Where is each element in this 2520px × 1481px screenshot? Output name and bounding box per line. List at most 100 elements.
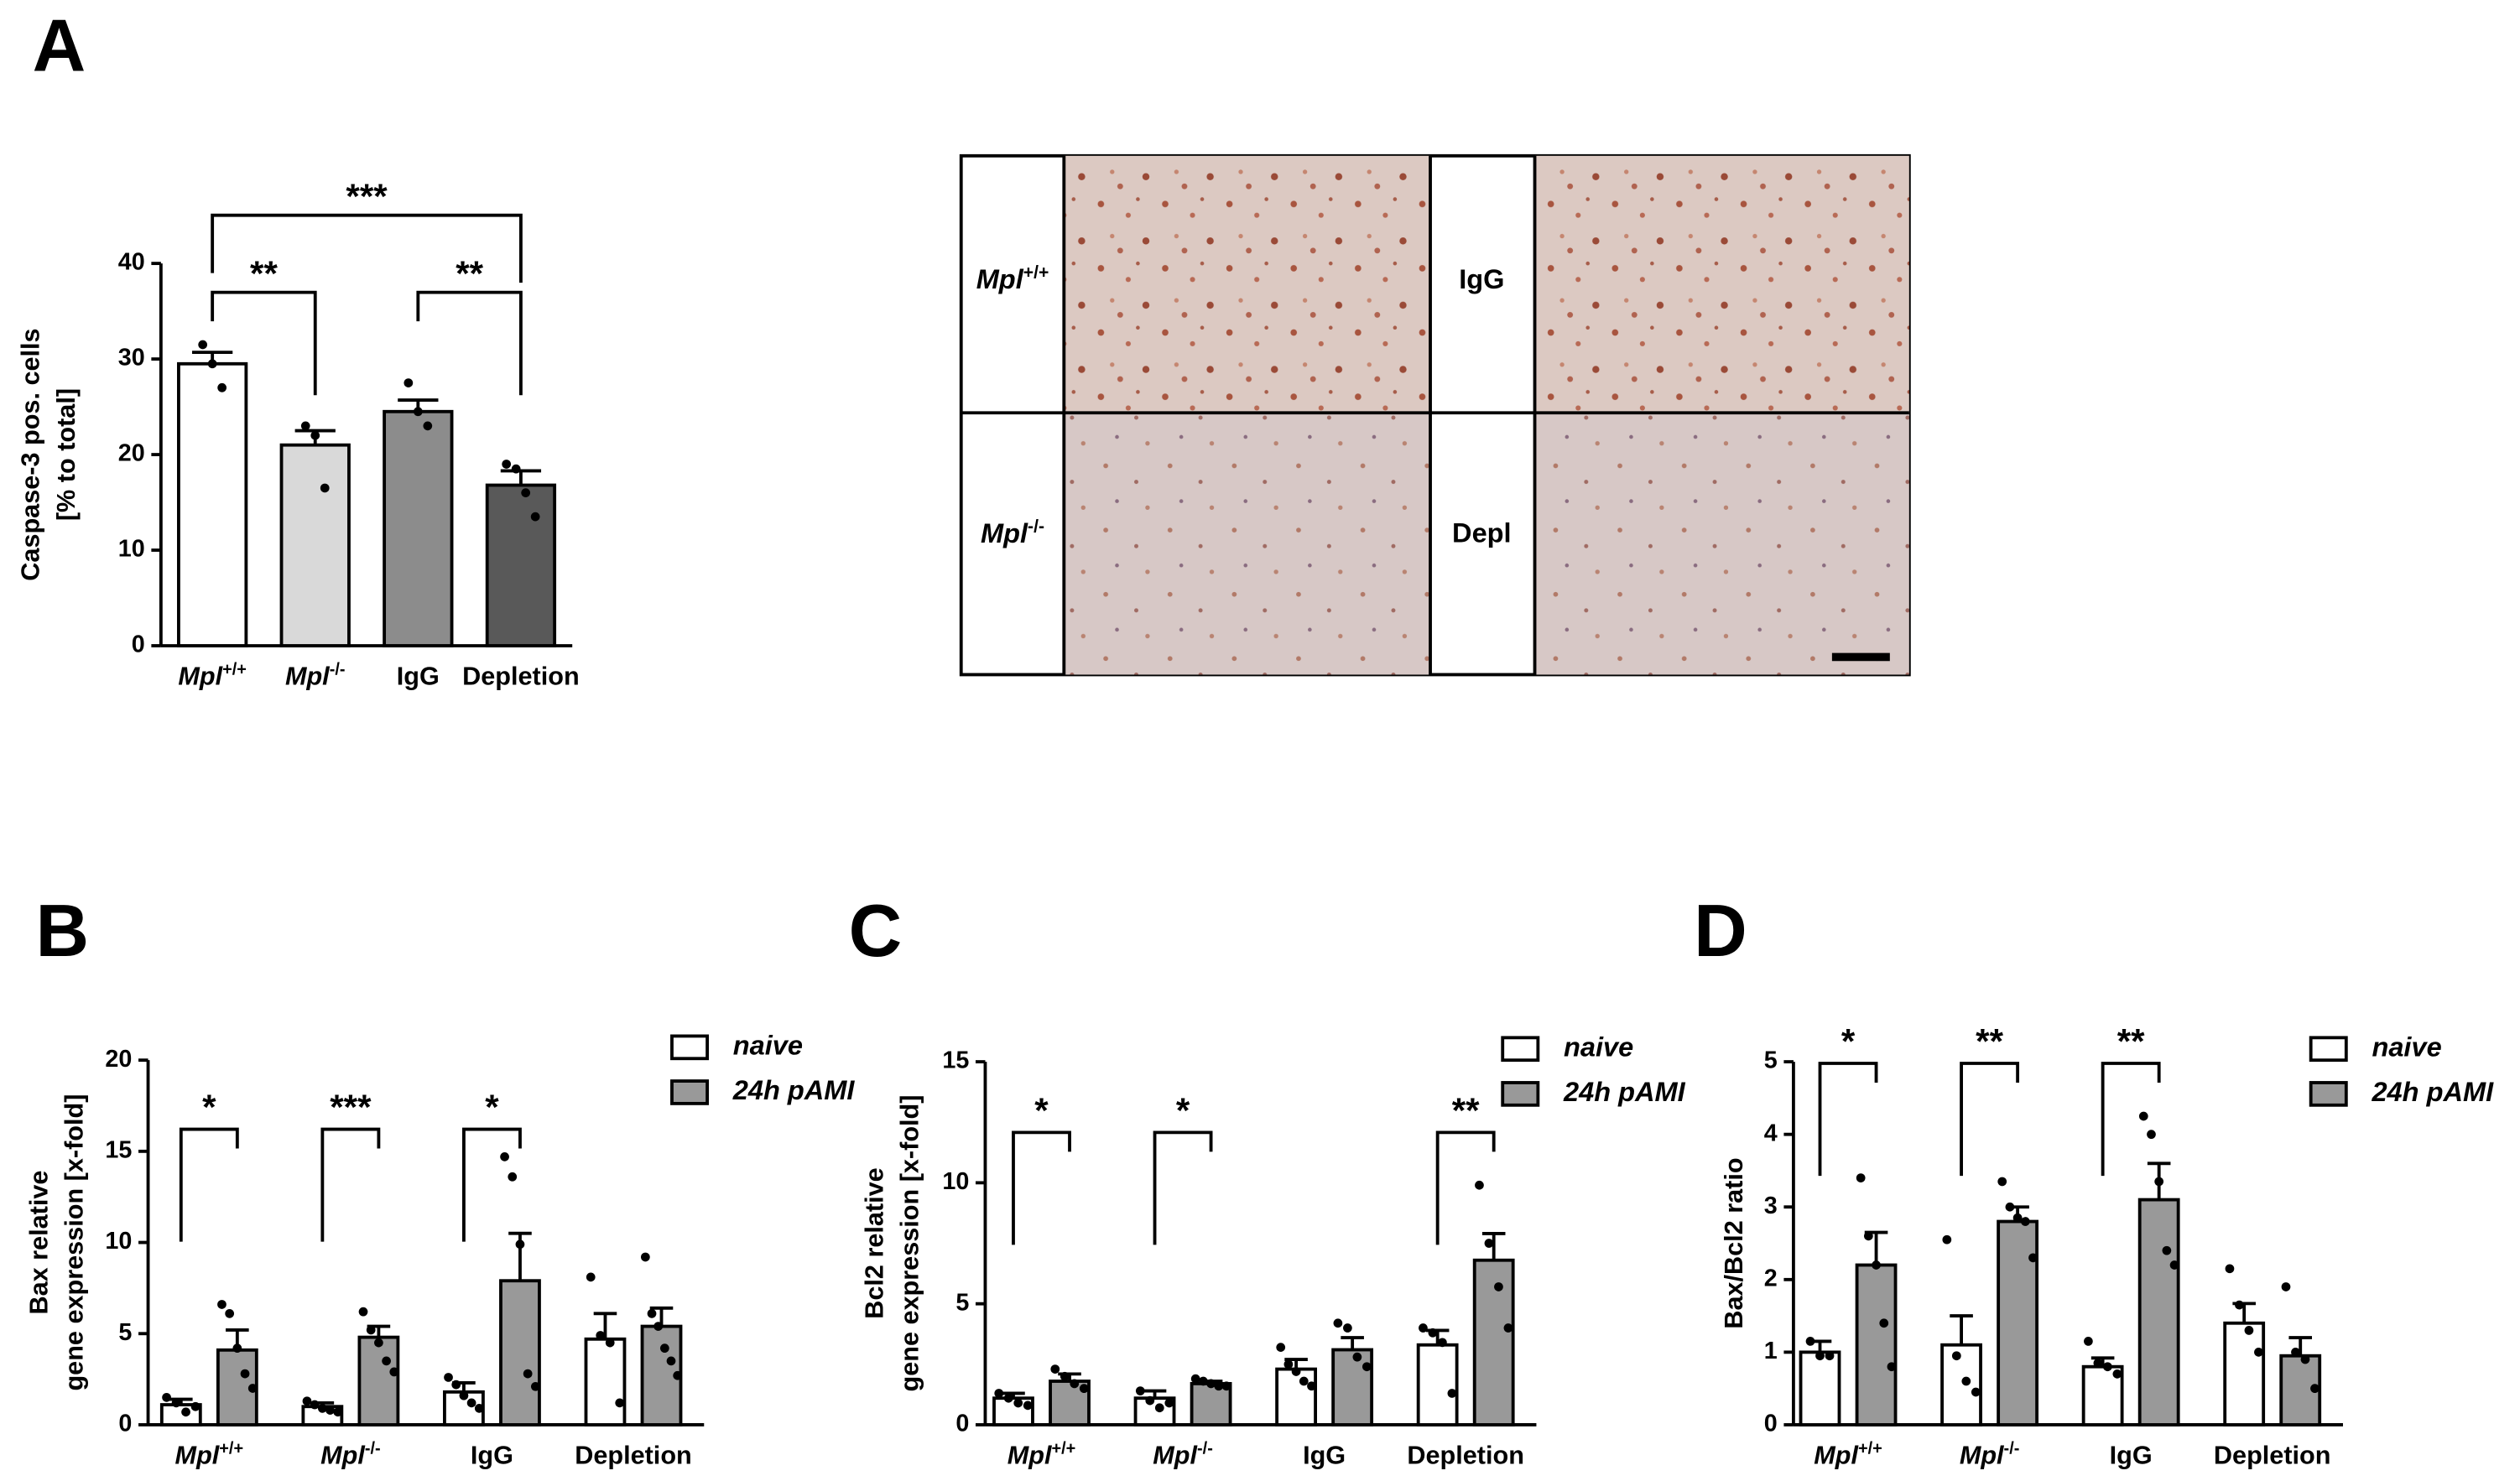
panel-label: A [33,4,86,87]
data-point [1283,1359,1294,1369]
y-axis-label: Bax relative [24,1171,53,1315]
data-point [217,1300,226,1309]
data-point [1863,1231,1873,1241]
data-point [2020,1217,2030,1226]
data-point [1013,1398,1023,1408]
y-axis-label: Bcl2 relative [860,1167,888,1318]
bar [357,1335,400,1426]
y-tick-label: 5 [955,1289,969,1316]
data-point [1484,1239,1494,1248]
y-tick-label: 15 [942,1047,969,1074]
bar [2137,1198,2180,1426]
data-point [451,1380,461,1390]
legend-swatch [2309,1081,2348,1107]
legend-label: naive [2372,1032,2441,1062]
bar [1997,1219,2039,1426]
bar [485,483,557,647]
data-point [310,1400,320,1410]
data-point [530,1381,540,1391]
data-point [647,1308,657,1318]
bar [584,1337,627,1426]
data-point [1070,1379,1080,1389]
data-point [2005,1202,2015,1212]
y-tick-label: 1 [1764,1338,1778,1364]
data-point [247,1384,258,1393]
data-point [207,359,217,369]
data-point [2225,1264,2235,1274]
significance-bracket [179,1127,239,1242]
data-point [2012,1213,2023,1223]
y-tick-label: 10 [118,536,145,563]
x-tick-label: Mpl+/+ [1007,1440,1076,1470]
significance-label: * [202,1088,216,1127]
y-tick-label: 4 [1764,1120,1778,1146]
panel-label: C [849,889,903,972]
data-point [1003,1393,1013,1403]
data-point [994,1389,1004,1398]
bar [1799,1350,1841,1426]
data-point [2310,1384,2320,1394]
data-point [521,488,531,498]
data-point [2235,1300,2244,1310]
data-point [1206,1379,1216,1389]
significance-label: ** [2117,1021,2145,1061]
x-tick-label: Depletion [2214,1441,2331,1469]
data-point [1333,1318,1343,1328]
legend-label: 24h pAMI [2371,1077,2494,1107]
data-point [181,1407,190,1417]
x-tick-label: Mpl-/- [320,1440,381,1470]
x-tick-label: Depletion [462,662,580,690]
data-point [1825,1351,1835,1361]
y-tick-label: 0 [118,1411,132,1437]
y-tick-label: 30 [118,345,145,372]
x-tick-label: Mpl-/- [1960,1440,2020,1470]
x-tick-label: Mpl+/+ [178,661,247,691]
x-tick-label: IgG [471,1441,513,1469]
data-point [1307,1381,1316,1391]
data-point [2084,1337,2093,1346]
data-point [2093,1359,2103,1368]
significance-bracket [211,213,523,283]
data-point [300,421,310,431]
data-point [1060,1371,1070,1381]
bar [1190,1381,1232,1426]
micrograph-label: Depl [1452,517,1512,548]
significance-bracket [1818,1062,1878,1177]
data-point [653,1322,664,1331]
data-point [615,1398,625,1408]
significance-bracket [1435,1130,1496,1245]
y-tick-label: 5 [1764,1047,1778,1074]
legend-swatch [2309,1036,2348,1063]
y-tick-label: 5 [118,1319,132,1346]
significance-label: ** [250,254,278,294]
data-point [2154,1177,2164,1187]
y-tick-label: 2 [1764,1265,1778,1291]
y-tick-label: 10 [105,1228,132,1255]
y-tick-label: 40 [118,249,145,276]
significance-bracket [1012,1130,1071,1245]
x-tick-label: IgG [397,662,440,690]
micrograph: Mpl+/+ IgG Mpl-/- Depl [959,153,1911,677]
data-point [474,1404,484,1413]
data-point [640,1252,650,1262]
data-point [508,1172,518,1182]
data-point [1428,1328,1438,1338]
legend-label: naive [1564,1032,1633,1062]
data-point [2281,1282,2291,1291]
data-point [1942,1234,1952,1245]
data-point [240,1369,250,1379]
data-point [2147,1130,2156,1140]
data-point [444,1373,453,1382]
data-point [666,1356,676,1366]
micrograph-image [1064,413,1431,675]
micrograph-label: Mpl+/+ [976,262,1049,294]
data-point [1494,1282,1503,1291]
data-point [198,340,208,350]
panel-label: D [1694,889,1747,972]
data-point [459,1390,469,1400]
data-point [1438,1338,1447,1348]
data-point [1362,1362,1372,1372]
data-point [673,1370,683,1380]
data-point [232,1343,242,1354]
y-tick-label: 0 [1764,1411,1778,1437]
